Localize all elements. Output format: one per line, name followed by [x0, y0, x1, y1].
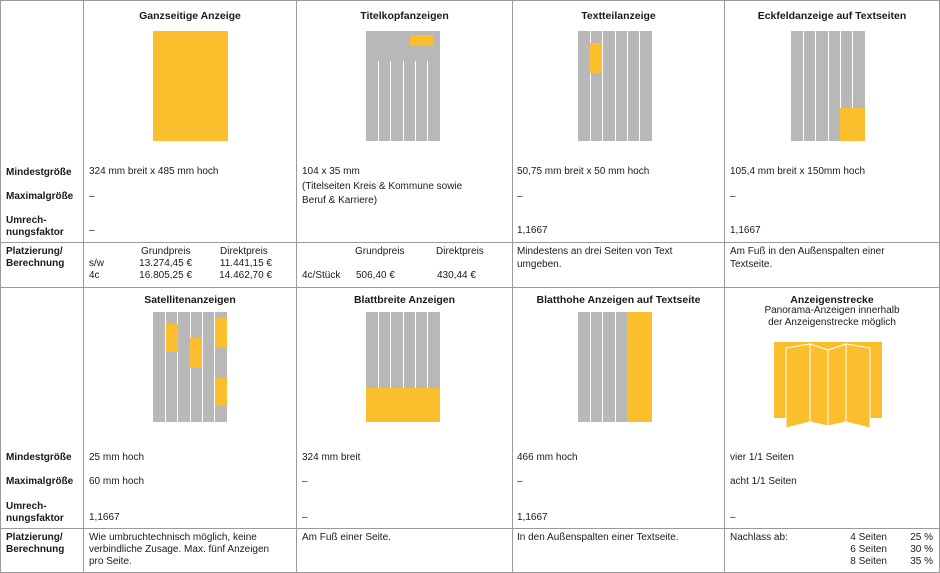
strip-discount-pct: 25 %: [910, 532, 933, 543]
strip-title: Anzeigenstrecke: [790, 294, 874, 306]
price-header-grundpreis: Grundpreis: [355, 246, 405, 257]
full-page-factor: –: [89, 225, 95, 236]
strip-factor: –: [730, 512, 736, 523]
satellite-factor: 1,1667: [89, 512, 120, 523]
full-page-ad-illustration: [153, 31, 228, 141]
corner-max: –: [730, 191, 736, 202]
page-wide-title: Blattbreite Anzeigen: [353, 294, 456, 306]
grid-line: [724, 0, 725, 573]
row-label-factor: Umrech-nungsfaktor: [6, 215, 64, 238]
row-label-placement: Platzierung/Berechnung: [6, 246, 65, 269]
grid-line: [0, 0, 1, 573]
strip-discount-label: Nachlass ab:: [730, 532, 788, 543]
satellite-title: Satellitenanzeigen: [144, 294, 236, 306]
grid-line: [83, 0, 84, 573]
page-high-max: –: [517, 476, 523, 487]
text-part-placement: umgeben.: [517, 259, 562, 270]
page-high-min: 466 mm hoch: [517, 452, 578, 463]
strip-subtitle: der Anzeigenstrecke möglich: [768, 317, 896, 328]
page-high-factor: 1,1667: [517, 512, 548, 523]
full-page-max: –: [89, 191, 95, 202]
title-head-note: Beruf & Karriere): [302, 195, 378, 206]
page-wide-max: –: [302, 476, 308, 487]
page-high-placement: In den Außenspalten einer Textseite.: [517, 532, 679, 543]
price-header-direktpreis: Direktpreis: [436, 246, 484, 257]
strip-max: acht 1/1 Seiten: [730, 476, 797, 487]
price-row-label: 4c: [89, 270, 100, 281]
strip-discount-pct: 35 %: [910, 556, 933, 567]
title-head-illustration: [366, 31, 440, 141]
text-part-placement: Mindestens an drei Seiten von Text: [517, 246, 673, 257]
row-label-min: Mindestgröße: [6, 452, 72, 463]
text-part-title: Textteilanzeige: [581, 10, 656, 22]
satellite-illustration: [153, 312, 227, 422]
price-row-label: s/w: [89, 258, 104, 269]
corner-min: 105,4 mm breit x 150mm hoch: [730, 166, 866, 177]
page-high-illustration: [578, 312, 652, 422]
strip-discount-pages: 4 Seiten: [850, 532, 887, 543]
price-header-grundpreis: Grundpreis: [141, 246, 191, 257]
text-part-factor: 1,1667: [517, 225, 548, 236]
price-grund: 13.274,45 €: [139, 258, 192, 269]
page-wide-placement: Am Fuß einer Seite.: [302, 532, 391, 543]
row-label-min: Mindestgröße: [6, 167, 72, 178]
page-wide-min: 324 mm breit: [302, 452, 361, 463]
price-direkt: 11.441,15 €: [219, 258, 272, 269]
satellite-min: 25 mm hoch: [89, 452, 145, 463]
strip-discount-pct: 30 %: [910, 544, 933, 555]
strip-discount-pages: 6 Seiten: [850, 544, 887, 555]
page-wide-factor: –: [302, 512, 308, 523]
title-head-min: 104 x 35 mm: [302, 166, 360, 177]
full-page-title: Ganzseitige Anzeige: [139, 10, 241, 22]
corner-factor: 1,1667: [730, 225, 761, 236]
price-row-label: 4c/Stück: [302, 270, 341, 281]
page-high-title: Blatthohe Anzeigen auf Textseite: [536, 294, 701, 306]
satellite-placement: Wie umbruchtechnisch möglich, keine: [89, 532, 257, 543]
grid-line: [0, 242, 940, 243]
price-grund: 506,40 €: [356, 270, 395, 281]
price-header-direktpreis: Direktpreis: [220, 246, 268, 257]
row-label-max: Maximalgröße: [6, 191, 74, 202]
grid-line: [0, 287, 940, 288]
row-label-placement: Platzierung/Berechnung: [6, 532, 65, 555]
full-page-min: 324 mm breit x 485 mm hoch: [89, 166, 219, 177]
satellite-placement: pro Seite.: [89, 556, 132, 567]
title-head-title: Titelkopfanzeigen: [360, 10, 449, 22]
satellite-max: 60 mm hoch: [89, 476, 145, 487]
grid-line: [0, 528, 940, 529]
corner-placement: Am Fuß in den Außenspalten einer: [730, 246, 885, 257]
row-label-max: Maximalgröße: [6, 476, 74, 487]
strip-min: vier 1/1 Seiten: [730, 452, 794, 463]
grid-line: [0, 0, 940, 1]
corner-placement: Textseite.: [730, 259, 773, 270]
strip-illustration: [774, 342, 882, 429]
text-part-illustration: [578, 31, 652, 141]
strip-subtitle: Panorama-Anzeigen innerhalb: [764, 305, 900, 316]
strip-discount-pages: 8 Seiten: [850, 556, 887, 567]
text-part-min: 50,75 mm breit x 50 mm hoch: [517, 166, 650, 177]
grid-line: [512, 0, 513, 573]
price-direkt: 14.462,70 €: [219, 270, 272, 281]
row-label-factor: Umrech-nungsfaktor: [6, 501, 64, 524]
corner-illustration: [791, 31, 865, 141]
corner-title: Eckfeldanzeige auf Textseiten: [757, 10, 907, 22]
price-direkt: 430,44 €: [437, 270, 476, 281]
title-head-note: (Titelseiten Kreis & Kommune sowie: [302, 181, 463, 192]
price-grund: 16.805,25 €: [139, 270, 192, 281]
page-wide-illustration: [366, 312, 440, 422]
text-part-max: –: [517, 191, 523, 202]
satellite-placement: verbindliche Zusage. Max. fünf Anzeigen: [89, 544, 270, 555]
grid-line: [296, 0, 297, 573]
